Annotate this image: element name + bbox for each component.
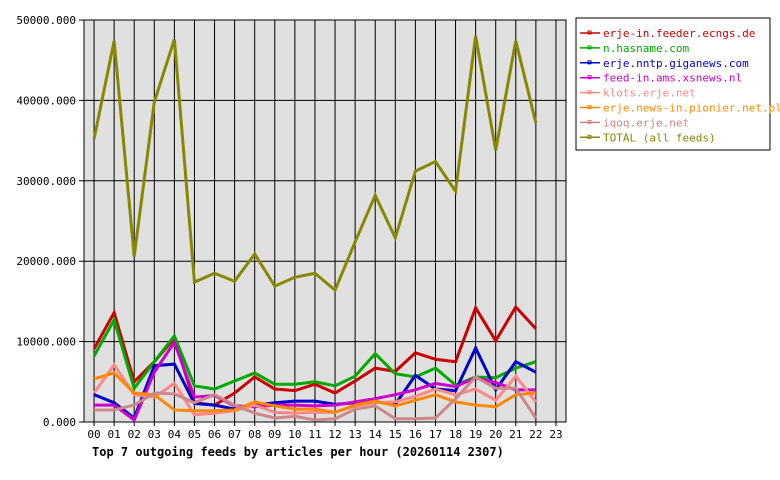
x-tick-label: 20 bbox=[489, 428, 502, 441]
x-tick-label: 04 bbox=[168, 428, 182, 441]
x-tick-label: 08 bbox=[248, 428, 261, 441]
legend-item: erje-in.feeder.ecngs.de bbox=[580, 27, 755, 40]
legend-label: erje.news-in.pionier.net.pl bbox=[603, 102, 780, 115]
x-tick-label: 06 bbox=[208, 428, 221, 441]
legend-label: iqoq.erje.net bbox=[603, 116, 689, 129]
x-tick-label: 03 bbox=[148, 428, 161, 441]
plot-area bbox=[83, 19, 567, 423]
x-tick-label: 12 bbox=[328, 428, 341, 441]
x-tick-label: 17 bbox=[429, 428, 442, 441]
series-line bbox=[93, 371, 536, 414]
x-tick-label: 15 bbox=[389, 428, 402, 441]
legend-item: klots.erje.net bbox=[580, 87, 696, 100]
x-tick-label: 13 bbox=[349, 428, 362, 441]
y-axis-ticks: 0.000 10000.000 20000.000 30000.000 40000.00… bbox=[16, 14, 84, 429]
series-line bbox=[94, 375, 538, 422]
legend-label: TOTAL (all feeds) bbox=[603, 131, 716, 144]
x-tick-label: 23 bbox=[549, 428, 562, 441]
y-tick-label: 20000.000 bbox=[16, 255, 76, 268]
series-line bbox=[92, 35, 538, 293]
legend-label: n.hasname.com bbox=[603, 42, 689, 55]
series-lines bbox=[92, 35, 538, 423]
x-tick-label: 09 bbox=[268, 428, 281, 441]
x-tick-label: 16 bbox=[409, 428, 422, 441]
y-tick-label: 50000.000 bbox=[16, 14, 76, 27]
grid-lines bbox=[84, 20, 566, 422]
legend-label: feed-in.ams.xsnews.nl bbox=[603, 72, 742, 85]
x-tick-label: 05 bbox=[188, 428, 201, 441]
legend-item: n.hasname.com bbox=[580, 42, 689, 55]
x-tick-label: 21 bbox=[509, 428, 522, 441]
x-tick-label: 02 bbox=[128, 428, 141, 441]
legend-box bbox=[575, 17, 771, 151]
x-tick-label: 00 bbox=[87, 428, 100, 441]
y-tick-label: 0.000 bbox=[43, 416, 76, 429]
legend-item: feed-in.ams.xsnews.nl bbox=[580, 72, 742, 85]
legend-item: erje.nntp.giganews.com bbox=[580, 57, 749, 70]
y-tick-label: 10000.000 bbox=[16, 336, 76, 349]
series-line bbox=[93, 344, 537, 421]
x-tick-label: 18 bbox=[449, 428, 462, 441]
x-tick-label: 11 bbox=[308, 428, 321, 441]
legend-item: TOTAL (all feeds) bbox=[580, 131, 716, 144]
y-tick-label: 30000.000 bbox=[16, 175, 76, 188]
x-tick-label: 10 bbox=[288, 428, 301, 441]
legend-item: iqoq.erje.net bbox=[580, 116, 689, 129]
y-tick-label: 40000.000 bbox=[16, 94, 76, 107]
x-axis-ticks: 00 01 02 03 04 05 06 07 08 09 10 11 12 13 14 15 16 17 18 19… bbox=[87, 422, 563, 441]
legend-label: erje.nntp.giganews.com bbox=[603, 57, 749, 70]
legend: erje-in.feeder.ecngs.de n.hasname.com erje… bbox=[575, 17, 780, 151]
x-tick-label: 19 bbox=[469, 428, 482, 441]
x-tick-label: 22 bbox=[529, 428, 542, 441]
series-line bbox=[94, 339, 536, 423]
legend-item: erje.news-in.pionier.net.pl bbox=[580, 102, 780, 115]
legend-label: erje-in.feeder.ecngs.de bbox=[603, 27, 755, 40]
chart-title: Top 7 outgoing feeds by articles per hou… bbox=[92, 445, 504, 459]
x-tick-label: 07 bbox=[228, 428, 241, 441]
x-tick-label: 01 bbox=[108, 428, 121, 441]
x-tick-label: 14 bbox=[369, 428, 383, 441]
legend-label: klots.erje.net bbox=[603, 87, 696, 100]
